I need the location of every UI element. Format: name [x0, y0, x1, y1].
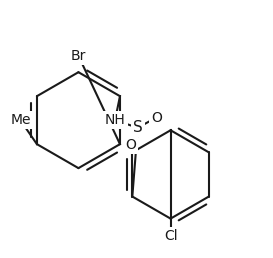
Text: NH: NH — [105, 113, 125, 127]
Text: Br: Br — [71, 49, 86, 63]
Text: O: O — [151, 111, 162, 125]
Text: Me: Me — [10, 113, 31, 127]
Text: O: O — [125, 138, 136, 152]
Text: S: S — [133, 120, 143, 135]
Text: Cl: Cl — [164, 229, 177, 243]
